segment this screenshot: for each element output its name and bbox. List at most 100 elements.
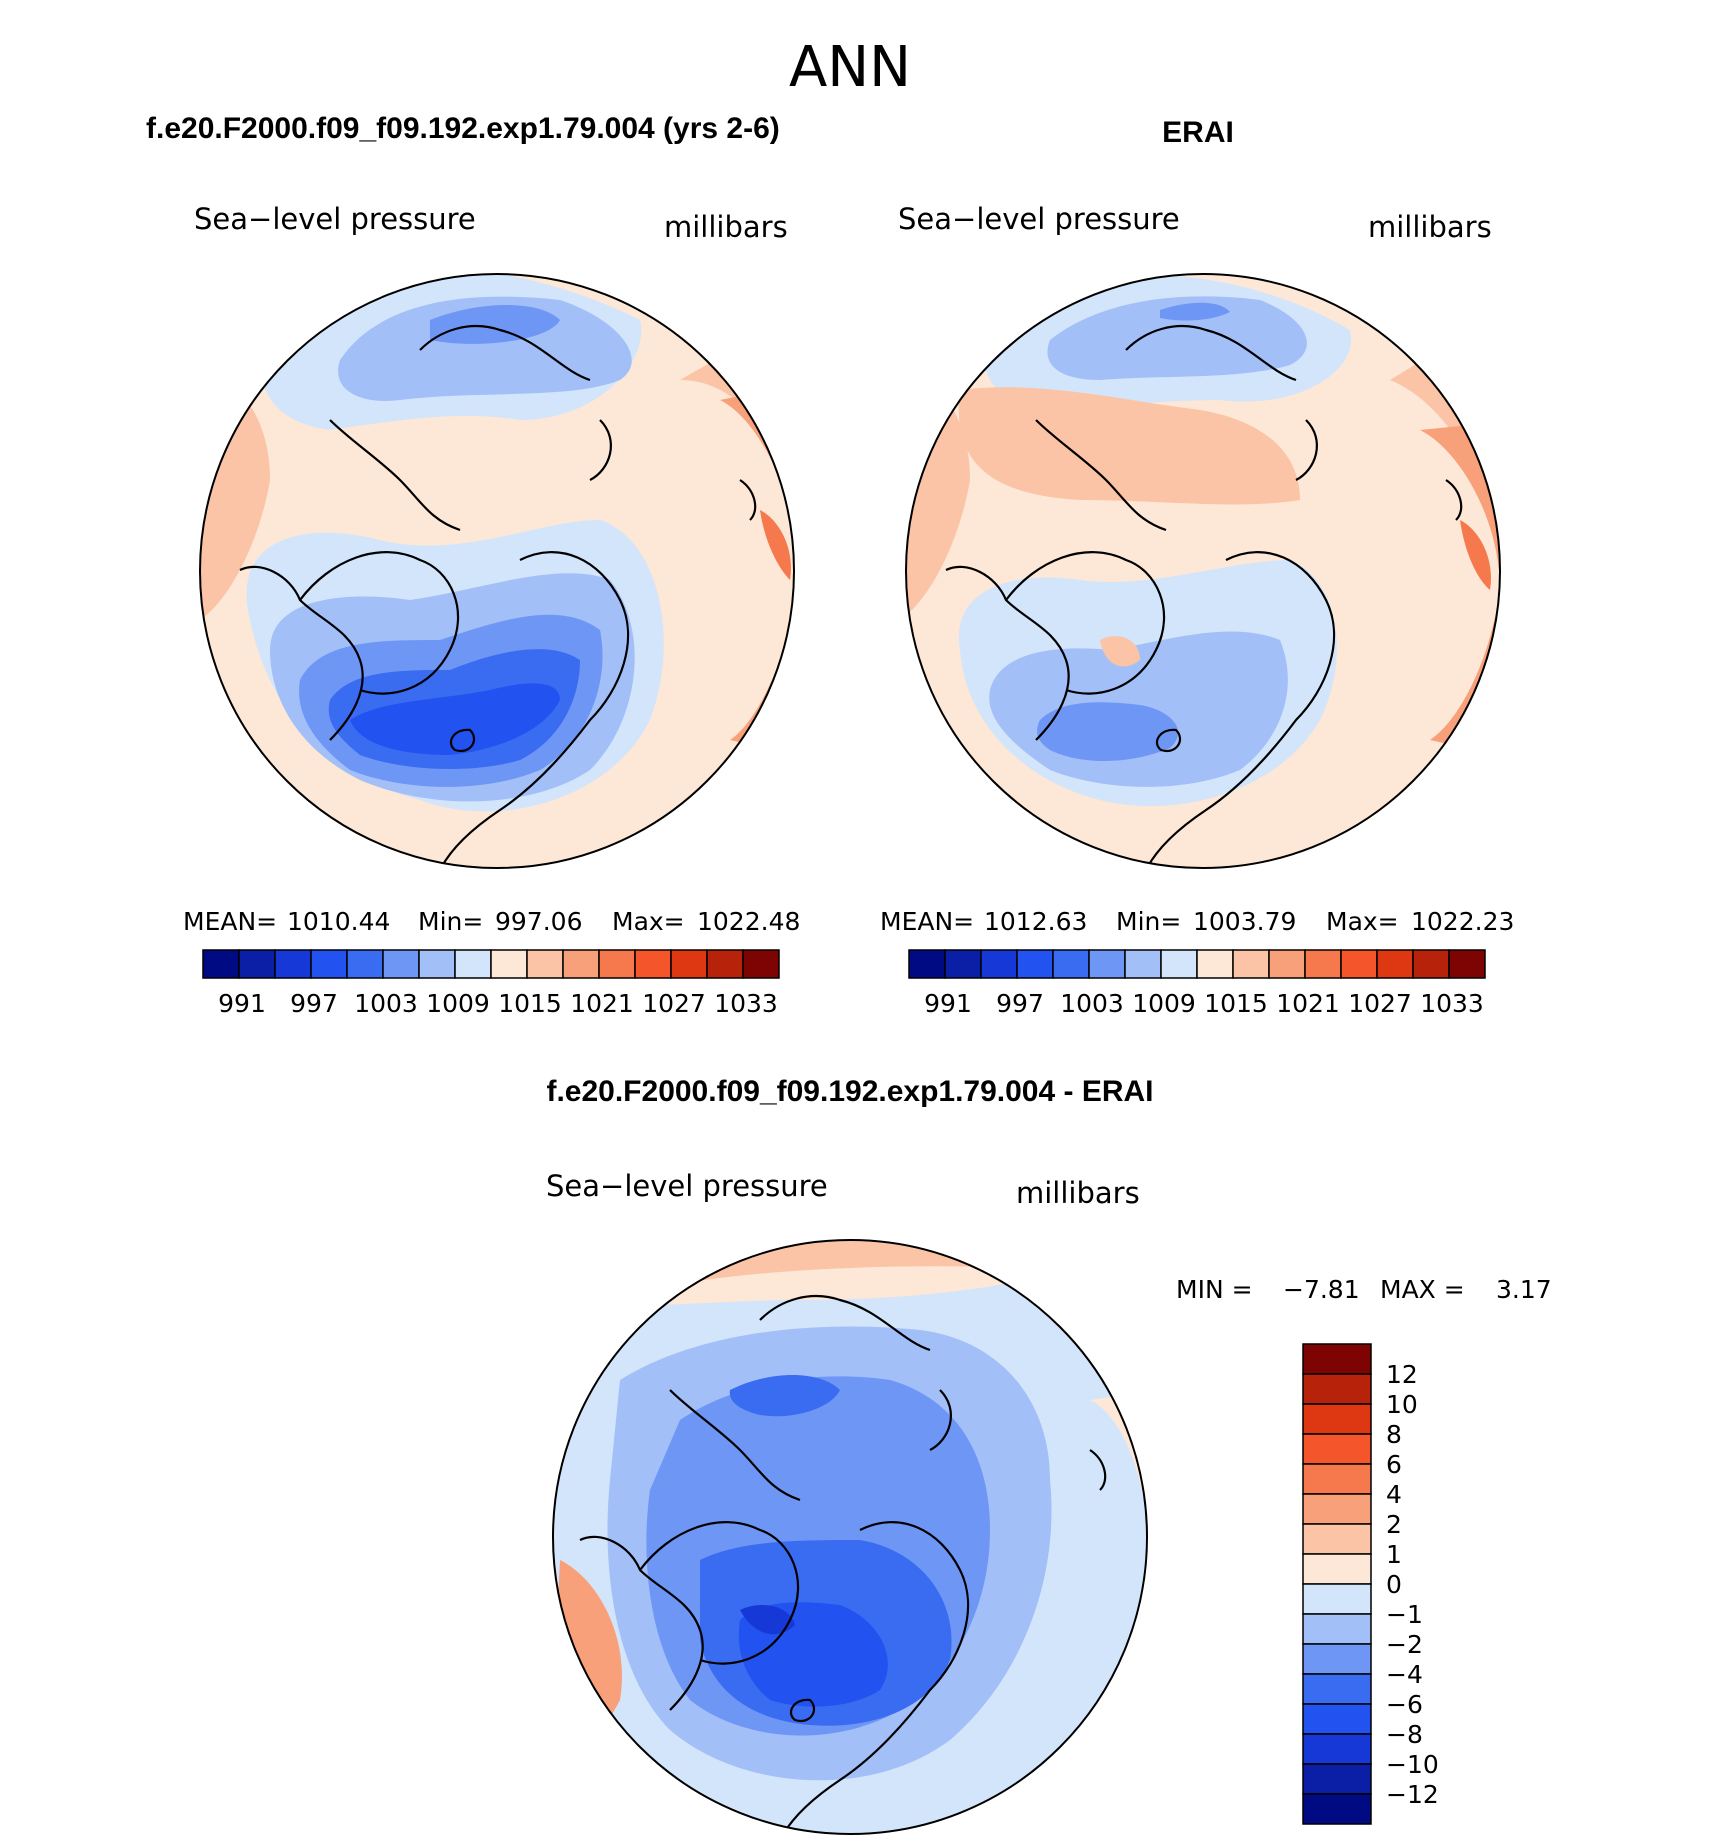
- panel-diff-colorbar-label: −12: [1386, 1780, 1439, 1809]
- panel-diff-max-label: MAX =: [1380, 1275, 1465, 1304]
- panel-obs-variable-label: Sea−level pressure: [898, 202, 1180, 236]
- panel-diff-colorbar-label: 2: [1386, 1510, 1402, 1539]
- colorbar-swatch: [742, 949, 780, 979]
- panel-model-map: [200, 274, 794, 868]
- colorbar-swatch: [1302, 1523, 1372, 1555]
- colorbar-swatch: [1448, 949, 1486, 979]
- panel-obs-colorbar-label: 1033: [1420, 989, 1484, 1018]
- panel-diff-colorbar-label: 1: [1386, 1540, 1402, 1569]
- colorbar-swatch: [1088, 949, 1126, 979]
- panel-obs-mean-value: 1012.63: [984, 907, 1087, 936]
- panel-obs-min-value: 1003.79: [1193, 907, 1296, 936]
- panel-model-map-border: [199, 273, 795, 869]
- panel-model-colorbar-label: 1009: [426, 989, 490, 1018]
- panel-obs-mean-label: MEAN=: [880, 907, 974, 936]
- colorbar-swatch: [562, 949, 600, 979]
- panel-diff-min-value: −7.81: [1283, 1275, 1360, 1304]
- panel-model-title: f.e20.F2000.f09_f09.192.exp1.79.004 (yrs…: [146, 112, 780, 145]
- panel-model-variable-label: Sea−level pressure: [194, 202, 476, 236]
- colorbar-swatch: [1302, 1553, 1372, 1585]
- panel-diff-colorbar-label: −2: [1386, 1630, 1423, 1659]
- panel-diff-colorbar-label: 12: [1386, 1360, 1418, 1389]
- colorbar-swatch: [706, 949, 744, 979]
- panel-model-max-label: Max=: [612, 907, 685, 936]
- panel-obs-max-label: Max=: [1326, 907, 1399, 936]
- panel-obs-max-value: 1022.23: [1411, 907, 1514, 936]
- panel-diff-units-label: millibars: [1016, 1176, 1140, 1210]
- colorbar-swatch: [454, 949, 492, 979]
- colorbar-swatch: [238, 949, 276, 979]
- colorbar-swatch: [1302, 1703, 1372, 1735]
- colorbar-swatch: [1302, 1403, 1372, 1435]
- colorbar-swatch: [490, 949, 528, 979]
- panel-diff-colorbar-label: −10: [1386, 1750, 1439, 1779]
- colorbar-swatch: [1302, 1343, 1372, 1375]
- panel-model-colorbar-label: 1027: [642, 989, 706, 1018]
- colorbar-swatch: [980, 949, 1018, 979]
- panel-diff: f.e20.F2000.f09_f09.192.exp1.79.004 - ER…: [546, 1075, 1552, 1835]
- colorbar-swatch: [346, 949, 384, 979]
- colorbar-swatch: [1302, 1613, 1372, 1645]
- panel-diff-colorbar-labels: 12 10 8 6 4 2 1 0 −1 −2 −4 −6 −8 −10 −12: [1386, 1360, 1439, 1809]
- panel-model-units-label: millibars: [664, 210, 788, 244]
- colorbar-swatch: [526, 949, 564, 979]
- panel-diff-colorbar-label: 4: [1386, 1480, 1402, 1509]
- panel-obs-map: [906, 274, 1500, 868]
- colorbar-swatch: [598, 949, 636, 979]
- colorbar-swatch: [1304, 949, 1342, 979]
- panel-diff-colorbar-label: 6: [1386, 1450, 1402, 1479]
- colorbar-swatch: [1268, 949, 1306, 979]
- panel-diff-max-value: 3.17: [1496, 1275, 1552, 1304]
- panel-diff-colorbar-label: −4: [1386, 1660, 1423, 1689]
- panel-obs-map-border: [905, 273, 1501, 869]
- colorbar-swatch: [1302, 1373, 1372, 1405]
- colorbar-swatch: [1340, 949, 1378, 979]
- colorbar-swatch: [1302, 1463, 1372, 1495]
- panel-obs-colorbar-label: 997: [996, 989, 1044, 1018]
- panel-obs-min-label: Min=: [1116, 907, 1181, 936]
- colorbar-swatch: [1124, 949, 1162, 979]
- panel-model-mean-label: MEAN=: [183, 907, 277, 936]
- colorbar-swatch: [1302, 1583, 1372, 1615]
- panel-obs-colorbar: [908, 949, 1486, 979]
- colorbar-swatch: [202, 949, 240, 979]
- panel-model-mean-value: 1010.44: [287, 907, 390, 936]
- panel-obs-colorbar-label: 1027: [1348, 989, 1412, 1018]
- colorbar-swatch: [382, 949, 420, 979]
- panel-obs-colorbar-label: 1009: [1132, 989, 1196, 1018]
- panel-obs-colorbar-label: 1003: [1060, 989, 1124, 1018]
- colorbar-swatch: [274, 949, 312, 979]
- panel-obs-colorbar-label: 1015: [1204, 989, 1268, 1018]
- panel-obs: ERAI Sea−level pressure millibars: [880, 116, 1514, 1018]
- panel-obs-colorbar-labels: 991 997 1003 1009 1015 1021 1027 1033: [924, 989, 1484, 1018]
- panel-diff-colorbar-label: 8: [1386, 1420, 1402, 1449]
- panel-diff-colorbar-label: −8: [1386, 1720, 1423, 1749]
- colorbar-swatch: [1376, 949, 1414, 979]
- colorbar-swatch: [418, 949, 456, 979]
- colorbar-swatch: [1302, 1673, 1372, 1705]
- panel-obs-units-label: millibars: [1368, 210, 1492, 244]
- panel-model-colorbar-labels: 991 997 1003 1009 1015 1021 1027 1033: [218, 989, 778, 1018]
- panel-model-colorbar-label: 1003: [354, 989, 418, 1018]
- colorbar-swatch: [1196, 949, 1234, 979]
- panel-model-colorbar-label: 991: [218, 989, 266, 1018]
- panel-obs-colorbar-label: 991: [924, 989, 972, 1018]
- panel-model-colorbar-label: 1033: [714, 989, 778, 1018]
- colorbar-swatch: [1302, 1733, 1372, 1765]
- panel-diff-colorbar: [1302, 1343, 1372, 1825]
- panel-diff-colorbar-label: −6: [1386, 1690, 1423, 1719]
- panel-diff-title: f.e20.F2000.f09_f09.192.exp1.79.004 - ER…: [546, 1075, 1153, 1108]
- colorbar-swatch: [670, 949, 708, 979]
- colorbar-swatch: [634, 949, 672, 979]
- colorbar-swatch: [1302, 1643, 1372, 1675]
- panel-diff-min-label: MIN =: [1176, 1275, 1253, 1304]
- panel-model-min-label: Min=: [418, 907, 483, 936]
- colorbar-swatch: [1302, 1793, 1372, 1825]
- colorbar-swatch: [1016, 949, 1054, 979]
- colorbar-swatch: [1052, 949, 1090, 979]
- colorbar-swatch: [1302, 1433, 1372, 1465]
- colorbar-swatch: [908, 949, 946, 979]
- panel-diff-variable-label: Sea−level pressure: [546, 1169, 828, 1203]
- panel-obs-title: ERAI: [1162, 116, 1234, 149]
- panel-model-colorbar: [202, 949, 780, 979]
